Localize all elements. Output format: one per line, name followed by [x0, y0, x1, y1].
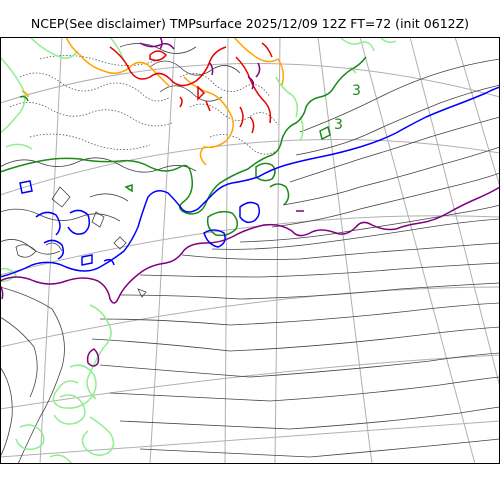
isotherms-land-dotted: [9, 55, 279, 155]
temperature-map: 3 3: [0, 37, 500, 464]
meridian: [224, 37, 229, 464]
meridian: [274, 37, 281, 464]
graticule: [0, 37, 500, 464]
latitude-circle: [0, 420, 500, 458]
meridian: [409, 37, 500, 388]
isotherm-blue: [0, 86, 500, 278]
isotherms-ocean: [0, 58, 500, 464]
isotherm-purple: [0, 37, 500, 367]
latitude-circle: [0, 354, 500, 410]
map-title: NCEP(See disclaimer) TMPsurface 2025/12/…: [30, 16, 470, 31]
meridian: [454, 37, 500, 188]
latitude-circle: [0, 286, 500, 348]
isotherm-lightgreen: [0, 37, 397, 464]
meridian: [39, 37, 63, 464]
isotherm-orange: [21, 37, 285, 166]
isotherm-red: [109, 42, 273, 134]
latitude-circle: [0, 62, 500, 104]
latitude-circle: [0, 138, 500, 196]
contour-label: 3: [334, 117, 343, 133]
isotherm-green: [0, 56, 367, 237]
latitude-circle: [0, 215, 500, 276]
meridian: [149, 37, 176, 464]
meridian: [317, 37, 373, 464]
contour-label: 3: [352, 83, 361, 99]
meridian: [359, 37, 476, 464]
isotherms-land-solid: [0, 43, 241, 298]
